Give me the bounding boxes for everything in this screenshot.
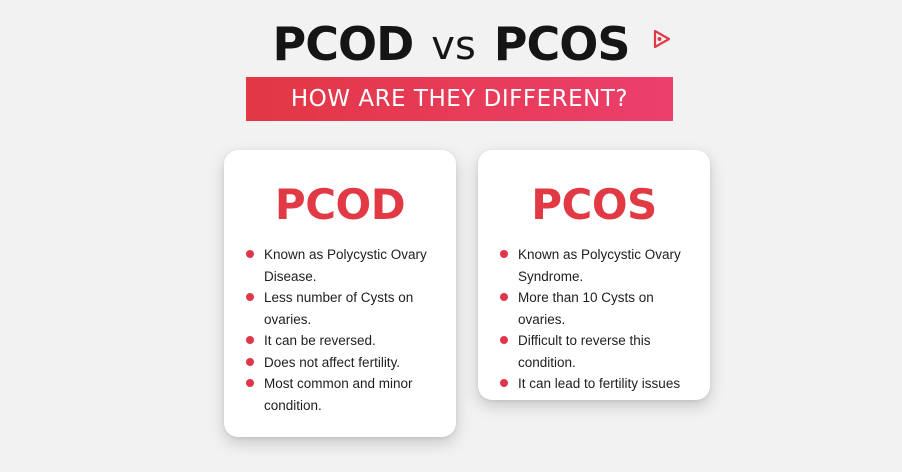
pcod-card: PCOD Known as Polycystic Ovary Disease. … <box>224 150 456 437</box>
list-item: Does not affect fertility. <box>246 352 446 374</box>
list-item-text: Does not affect fertility. <box>264 354 401 370</box>
list-item: It can be reversed. <box>246 330 446 352</box>
bullet-dot-icon <box>500 336 508 344</box>
pcod-points-list: Known as Polycystic Ovary Disease. Less … <box>224 244 456 416</box>
pcod-card-title: PCOD <box>274 180 406 229</box>
list-item: Known as Polycystic Ovary Syndrome. <box>500 244 700 287</box>
bullet-dot-icon <box>246 357 254 366</box>
list-item-text: Most common and minor condition. <box>264 376 413 413</box>
list-item-text: Known as Polycystic Ovary Syndrome. <box>518 247 681 284</box>
list-item-text: It can be reversed. <box>264 333 376 348</box>
bullet-dot-icon <box>246 293 254 301</box>
play-icon <box>653 29 671 49</box>
list-item: Difficult to reverse this condition. <box>500 330 700 373</box>
list-item-text: More than 10 Cysts on ovaries. <box>518 290 654 327</box>
bullet-dot-icon <box>500 293 508 301</box>
title-vs: vs <box>431 23 476 69</box>
bullet-dot-icon <box>246 379 254 387</box>
bullet-dot-icon <box>246 250 254 258</box>
list-item: It can lead to fertility issues <box>500 373 700 395</box>
title-right-term: PCOS <box>493 17 631 71</box>
subtitle-banner: HOW ARE THEY DIFFERENT? <box>246 77 673 121</box>
list-item-text: Difficult to reverse this condition. <box>518 333 651 370</box>
list-item: More than 10 Cysts on ovaries. <box>500 287 700 330</box>
title-left-term: PCOD <box>272 17 415 71</box>
list-item-text: It can lead to fertility issues <box>518 376 681 391</box>
subtitle-text: HOW ARE THEY DIFFERENT? <box>290 86 629 112</box>
list-item: Most common and minor condition. <box>246 373 446 416</box>
pcos-card-title: PCOS <box>531 180 657 229</box>
list-item: Less number of Cysts on ovaries. <box>246 287 446 330</box>
bullet-dot-icon <box>500 379 508 387</box>
bullet-dot-icon <box>246 336 254 344</box>
bullet-dot-icon <box>500 250 508 258</box>
list-item-text: Known as Polycystic Ovary Disease. <box>264 247 427 284</box>
pcos-card: PCOS Known as Polycystic Ovary Syndrome.… <box>478 150 710 400</box>
page-title: PCOD vs PCOS <box>0 12 902 76</box>
list-item-text: Less number of Cysts on ovaries. <box>264 290 414 327</box>
list-item: Known as Polycystic Ovary Disease. <box>246 244 446 287</box>
pcos-points-list: Known as Polycystic Ovary Syndrome. More… <box>478 244 710 395</box>
